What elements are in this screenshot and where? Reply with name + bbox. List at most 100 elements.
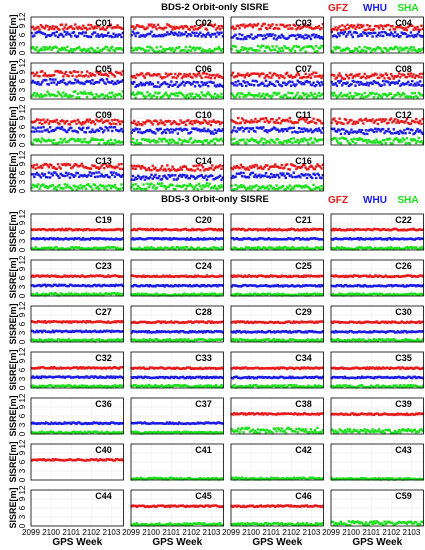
data-point xyxy=(211,120,214,123)
data-point xyxy=(95,35,98,38)
data-point xyxy=(405,245,409,249)
data-point xyxy=(50,228,53,232)
data-point xyxy=(263,120,266,123)
data-point xyxy=(338,275,341,278)
data-point xyxy=(413,238,417,241)
data-point xyxy=(52,81,56,84)
data-point xyxy=(313,167,317,171)
data-point xyxy=(195,293,198,296)
series-whu xyxy=(30,30,125,39)
data-point xyxy=(370,28,373,31)
data-point xyxy=(244,47,248,50)
data-point xyxy=(339,142,343,145)
data-point xyxy=(284,284,288,287)
data-point xyxy=(218,274,222,277)
data-point xyxy=(88,167,92,170)
data-point xyxy=(96,166,99,169)
data-point xyxy=(358,228,361,231)
data-point xyxy=(367,84,370,87)
data-point xyxy=(171,138,174,141)
data-point xyxy=(351,76,355,79)
data-point xyxy=(243,93,247,97)
data-point xyxy=(66,162,69,166)
data-point xyxy=(252,37,256,40)
data-point xyxy=(112,94,115,97)
data-point xyxy=(139,72,143,75)
data-point xyxy=(371,28,374,32)
panel-title: C08 xyxy=(395,64,412,74)
data-point xyxy=(358,92,361,96)
data-point xyxy=(335,274,339,278)
data-point xyxy=(78,187,81,190)
data-point xyxy=(34,27,37,30)
data-point xyxy=(356,247,360,251)
data-point xyxy=(275,173,278,177)
data-point xyxy=(103,237,106,240)
data-point xyxy=(103,228,106,231)
data-point xyxy=(296,79,299,82)
data-point xyxy=(318,176,322,179)
data-point xyxy=(320,80,323,84)
data-point xyxy=(38,130,41,133)
data-point xyxy=(178,138,181,141)
data-point xyxy=(80,228,84,231)
data-point xyxy=(235,164,239,168)
data-point xyxy=(34,284,37,288)
data-point xyxy=(255,164,258,167)
data-point xyxy=(289,27,293,30)
data-point xyxy=(113,26,117,29)
data-point xyxy=(230,36,233,39)
data-point xyxy=(92,292,95,295)
data-point xyxy=(272,228,276,232)
data-point xyxy=(67,26,70,29)
data-point xyxy=(231,142,235,145)
data-point xyxy=(418,228,422,231)
data-point xyxy=(44,94,48,97)
data-point xyxy=(48,74,52,77)
data-point xyxy=(418,93,422,96)
data-point xyxy=(74,185,77,188)
data-point xyxy=(137,142,140,145)
data-point xyxy=(105,73,109,77)
data-point xyxy=(308,35,311,38)
data-point xyxy=(289,294,293,297)
data-point xyxy=(383,238,386,241)
data-point xyxy=(307,121,310,125)
data-point xyxy=(71,94,74,98)
data-point xyxy=(288,34,292,38)
data-point xyxy=(392,47,395,51)
data-point xyxy=(248,139,252,142)
data-point xyxy=(199,185,202,188)
data-point xyxy=(96,46,99,50)
data-point xyxy=(362,228,365,231)
legend-top: GFZ WHU SHA xyxy=(328,3,419,14)
data-point xyxy=(92,183,95,186)
data-point xyxy=(51,292,55,295)
data-point xyxy=(89,274,93,277)
data-point xyxy=(131,237,135,240)
data-point xyxy=(411,34,414,37)
data-point xyxy=(335,28,339,32)
data-point xyxy=(254,79,257,83)
panel-c04: C04 xyxy=(330,16,425,54)
data-point xyxy=(315,71,318,75)
data-point xyxy=(405,75,409,79)
data-point xyxy=(312,292,315,296)
data-point xyxy=(201,121,205,125)
data-point xyxy=(113,95,117,99)
data-point xyxy=(64,292,68,296)
data-point xyxy=(34,81,37,84)
data-point xyxy=(233,126,236,129)
data-point xyxy=(376,25,380,28)
data-point xyxy=(354,30,357,34)
data-point xyxy=(401,82,405,85)
data-point xyxy=(84,165,88,169)
data-point xyxy=(155,74,158,77)
data-point xyxy=(275,128,278,131)
data-point xyxy=(272,248,276,251)
data-point xyxy=(295,37,298,40)
data-point xyxy=(115,70,118,74)
data-point xyxy=(417,75,421,79)
data-point xyxy=(79,48,82,52)
data-point xyxy=(189,75,193,79)
